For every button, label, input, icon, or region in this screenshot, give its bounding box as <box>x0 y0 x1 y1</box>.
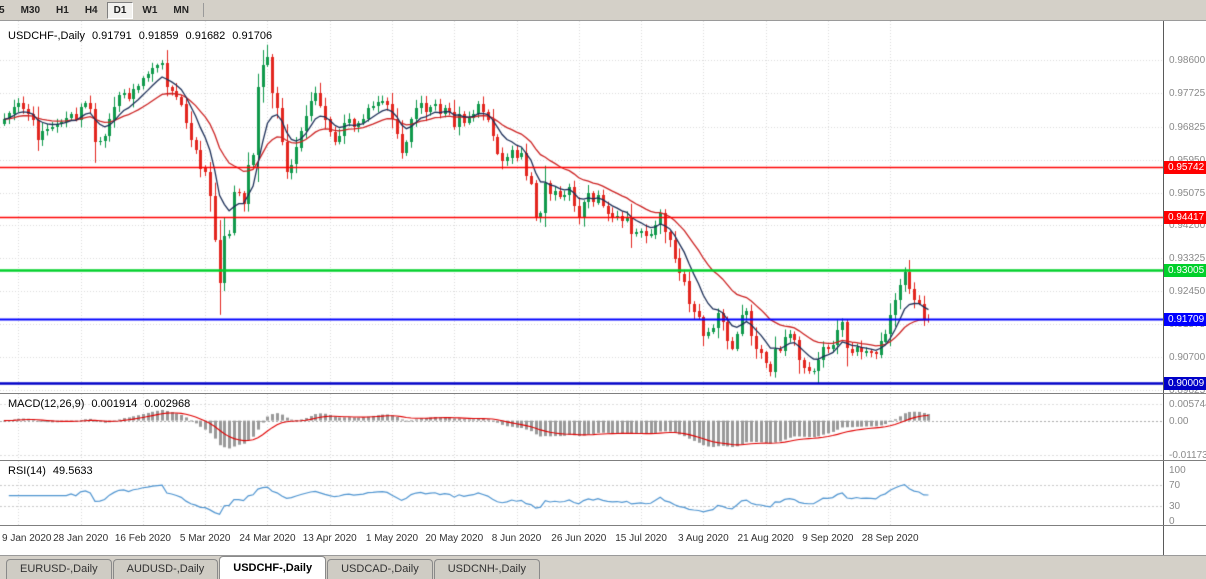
tab-usdcad-daily[interactable]: USDCAD-,Daily <box>327 559 433 579</box>
price-scale-label: 0.92450 <box>1169 286 1206 298</box>
tab-usdchf-daily[interactable]: USDCHF-,Daily <box>219 556 327 579</box>
date-label: 5 Mar 2020 <box>179 533 231 544</box>
timeframe-button-h4[interactable]: H4 <box>78 2 105 19</box>
timeframe-toolbar: 5 M30 H1 H4 D1 W1 MN <box>0 0 1206 21</box>
macd-scale-label: 0.00 <box>1169 415 1189 427</box>
macd-canvas[interactable] <box>0 394 1163 460</box>
rsi-scale-label: 70 <box>1169 480 1181 492</box>
close-value: 0.91706 <box>232 30 273 42</box>
low-value: 0.91682 <box>185 30 226 42</box>
chart-area: USDCHF-,Daily 0.91791 0.91859 0.91682 0.9170… <box>0 21 1206 555</box>
price-scale-label: 0.89825 <box>1169 384 1206 396</box>
timeframe-button-w1[interactable]: W1 <box>135 2 164 19</box>
rsi-scale-label: 30 <box>1169 500 1181 512</box>
price-scale-label: 0.94200 <box>1169 220 1206 232</box>
price-scale-label: 0.95075 <box>1169 187 1206 199</box>
date-label: 3 Aug 2020 <box>678 533 729 544</box>
price-line-badge: 0.93005 <box>1164 264 1206 278</box>
date-label: 16 Feb 2020 <box>114 533 171 544</box>
macd-label: MACD(12,26,9) <box>8 398 85 410</box>
date-label: 28 Jan 2020 <box>53 533 109 544</box>
date-label: 26 Jun 2020 <box>551 533 607 544</box>
symbol-period-label: USDCHF-,Daily <box>8 30 85 42</box>
date-label: 9 Sep 2020 <box>802 533 854 544</box>
timeframe-button-5[interactable]: 5 <box>0 2 12 19</box>
macd-scale-label: 0.005744 <box>1169 399 1206 410</box>
timeframe-button-d1[interactable]: D1 <box>106 1 134 19</box>
timeframe-button-m30[interactable]: M30 <box>14 2 47 19</box>
date-label: 1 May 2020 <box>365 533 419 544</box>
rsi-label: RSI(14) <box>8 465 46 477</box>
rsi-info: RSI(14) 49.5633 <box>8 465 100 477</box>
date-label: 20 May 2020 <box>425 533 484 544</box>
main-price-canvas[interactable] <box>0 21 1163 393</box>
macd-signal-value: 0.002968 <box>144 398 191 410</box>
price-line-badge: 0.94417 <box>1164 211 1206 225</box>
toolbar-separator <box>202 3 204 17</box>
price-scale-label: 0.93325 <box>1169 253 1206 265</box>
chart-tabs: EURUSD-,Daily AUDUSD-,Daily USDCHF-,Daily U… <box>0 555 1206 579</box>
chart-ohlc-info: USDCHF-,Daily 0.91791 0.91859 0.91682 0.9170… <box>8 30 279 42</box>
price-scale[interactable]: 0.98600 0.97725 0.96825 0.95950 0.95075 0.942… <box>1163 21 1206 555</box>
price-scale-label: 0.97725 <box>1169 87 1206 99</box>
rsi-scale-label: 0 <box>1169 515 1175 527</box>
timeframe-button-mn[interactable]: MN <box>166 2 196 19</box>
macd-scale-label: -0.011738 <box>1169 449 1206 461</box>
open-value: 0.91791 <box>92 30 132 42</box>
date-axis[interactable]: 9 Jan 2020 28 Jan 2020 16 Feb 2020 5 Mar 20… <box>0 526 1163 555</box>
macd-info: MACD(12,26,9) 0.001914 0.002968 <box>8 398 197 410</box>
tab-eurusd-daily[interactable]: EURUSD-,Daily <box>6 559 112 579</box>
date-label: 8 Jun 2020 <box>491 533 542 544</box>
pane-divider[interactable] <box>0 525 1206 526</box>
price-line-badge: 0.95742 <box>1164 161 1206 175</box>
date-label: 28 Sep 2020 <box>861 533 919 544</box>
tab-usdcnh-daily[interactable]: USDCNH-,Daily <box>433 559 540 579</box>
rsi-value: 49.5633 <box>52 465 93 477</box>
macd-value: 0.001914 <box>91 398 138 410</box>
rsi-scale-label: 100 <box>1169 465 1186 477</box>
date-label: 13 Apr 2020 <box>302 533 357 544</box>
tab-audusd-daily[interactable]: AUDUSD-,Daily <box>112 559 219 579</box>
price-scale-label: 0.90700 <box>1169 351 1206 363</box>
high-value: 0.91859 <box>138 30 179 42</box>
date-label: 9 Jan 2020 <box>2 533 52 544</box>
price-scale-label: 0.96825 <box>1169 121 1206 133</box>
timeframe-button-h1[interactable]: H1 <box>49 2 76 19</box>
pane-divider[interactable] <box>0 393 1206 394</box>
pane-divider[interactable] <box>0 460 1206 461</box>
date-label: 15 Jul 2020 <box>615 533 667 544</box>
date-label: 21 Aug 2020 <box>737 533 794 544</box>
rsi-canvas[interactable] <box>0 461 1163 525</box>
date-label: 24 Mar 2020 <box>239 533 296 544</box>
price-scale-label: 0.98600 <box>1169 55 1206 67</box>
price-line-badge: 0.90009 <box>1164 376 1206 390</box>
price-scale-label: 0.95950 <box>1169 154 1206 166</box>
price-line-badge: 0.91709 <box>1164 313 1206 326</box>
